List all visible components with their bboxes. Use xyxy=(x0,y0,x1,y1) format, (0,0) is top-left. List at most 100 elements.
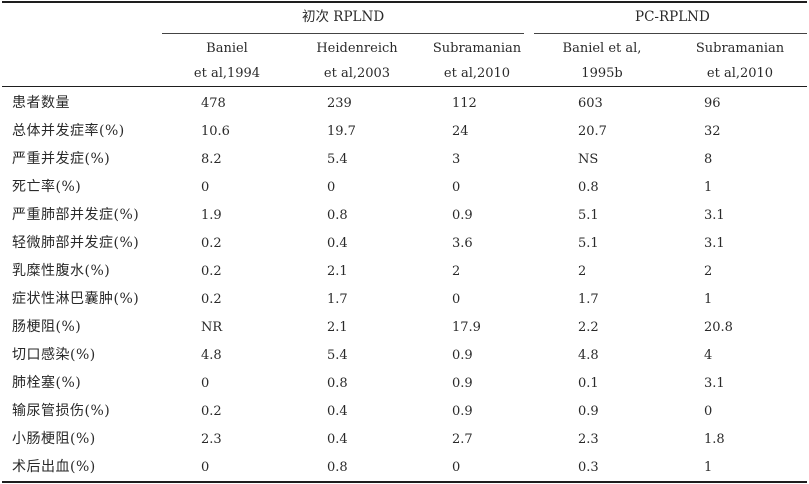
table-cell: 4 xyxy=(704,348,713,363)
table-cell: 0.1 xyxy=(578,376,599,391)
table-cell: 5.4 xyxy=(327,348,348,363)
table-cell: 0.2 xyxy=(201,236,222,251)
table-cell: 0 xyxy=(452,180,461,195)
row-label: 总体并发症率(%) xyxy=(12,123,125,139)
table-cell: 0.9 xyxy=(452,376,473,391)
table-cell: 1.8 xyxy=(704,432,725,447)
table-cell: 4.8 xyxy=(201,348,222,363)
row-label: 小肠梗阻(%) xyxy=(12,431,96,447)
row-label: 肠梗阻(%) xyxy=(12,319,82,335)
column-header-baniel-1994: Baniel et al,1994 xyxy=(172,36,282,86)
table-cell: 5.1 xyxy=(578,208,599,223)
table-cell: 3.1 xyxy=(704,376,725,391)
table-bottom-rule xyxy=(2,481,807,483)
table-cell: 10.6 xyxy=(201,124,230,139)
column-header-line2: et al,2010 xyxy=(706,66,774,81)
table-cell: 4.8 xyxy=(578,348,599,363)
row-label: 乳糜性腹水(%) xyxy=(12,263,111,279)
row-label: 严重并发症(%) xyxy=(12,151,111,167)
column-header-line1: Subramanian xyxy=(695,41,785,56)
table-cell: 0.2 xyxy=(201,292,222,307)
table-cell: NR xyxy=(201,320,223,335)
table-cell: 1.7 xyxy=(327,292,348,307)
table-cell: 112 xyxy=(452,96,477,111)
table-top-rule xyxy=(2,1,807,3)
table-cell: 1.9 xyxy=(201,208,222,223)
group-underline-primary xyxy=(162,33,524,34)
row-label: 肺栓塞(%) xyxy=(12,375,82,391)
table-cell: 3.1 xyxy=(704,236,725,251)
table-cell: 32 xyxy=(704,124,721,139)
column-header-subramanian-2010-pc: Subramanian et al,2010 xyxy=(685,36,795,86)
table-cell: 0.4 xyxy=(327,236,348,251)
table-cell: 2 xyxy=(578,264,587,279)
table-cell: 1 xyxy=(704,460,713,475)
row-label: 术后出血(%) xyxy=(12,459,96,475)
group-header-pc-rplnd: PC-RPLND xyxy=(635,9,710,25)
table-cell: 0.8 xyxy=(578,180,599,195)
column-header-line2: et al,1994 xyxy=(193,66,261,81)
table-cell: 0.9 xyxy=(578,404,599,419)
table-cell: 0.2 xyxy=(201,404,222,419)
table-cell: 0.9 xyxy=(452,208,473,223)
column-header-line2: 1995b xyxy=(581,66,623,81)
table-cell: 1.7 xyxy=(578,292,599,307)
group-header-primary-rplnd: 初次 RPLND xyxy=(302,9,385,25)
column-header-line1: Baniel et al, xyxy=(562,41,642,56)
row-label: 症状性淋巴囊肿(%) xyxy=(12,291,140,307)
table-cell: 24 xyxy=(452,124,469,139)
column-header-line2: et al,2003 xyxy=(323,66,391,81)
table-cell: 0.4 xyxy=(327,432,348,447)
column-header-baniel-1995b: Baniel et al, 1995b xyxy=(547,36,657,86)
table-cell: 96 xyxy=(704,96,721,111)
table-cell: 0.9 xyxy=(452,348,473,363)
table-cell: 1 xyxy=(704,180,713,195)
row-label: 切口感染(%) xyxy=(12,347,96,363)
table-cell: 0.3 xyxy=(578,460,599,475)
header-bottom-rule xyxy=(2,86,807,88)
table-cell: 0.8 xyxy=(327,208,348,223)
table-cell: 0 xyxy=(201,376,210,391)
table-cell: 8 xyxy=(704,152,713,167)
column-header-line2: et al,2010 xyxy=(443,66,511,81)
table-cell: 0 xyxy=(201,180,210,195)
row-label: 输尿管损伤(%) xyxy=(12,403,111,419)
row-label: 死亡率(%) xyxy=(12,179,82,195)
table-cell: 239 xyxy=(327,96,352,111)
table-cell: 3.6 xyxy=(452,236,473,251)
table-cell: 2.1 xyxy=(327,320,348,335)
table-cell: 0 xyxy=(201,460,210,475)
row-label: 轻微肺部并发症(%) xyxy=(12,235,140,251)
table-cell: 0 xyxy=(327,180,336,195)
table-cell: 0 xyxy=(704,404,713,419)
table-cell: 2.1 xyxy=(327,264,348,279)
table-cell: 0.4 xyxy=(327,404,348,419)
table-cell: 3 xyxy=(452,152,461,167)
table-cell: 5.1 xyxy=(578,236,599,251)
column-header-line1: Heidenreich xyxy=(316,41,398,56)
table-cell: 0.9 xyxy=(452,404,473,419)
row-label: 严重肺部并发症(%) xyxy=(12,207,140,223)
table-cell: 3.1 xyxy=(704,208,725,223)
table-cell: 19.7 xyxy=(327,124,356,139)
table-cell: 20.7 xyxy=(578,124,607,139)
table-cell: 5.4 xyxy=(327,152,348,167)
table-cell: 20.8 xyxy=(704,320,733,335)
table-cell: 2 xyxy=(704,264,713,279)
table-cell: 2 xyxy=(452,264,461,279)
column-header-line1: Subramanian xyxy=(432,41,522,56)
group-underline-pc xyxy=(534,33,807,34)
table-cell: 1 xyxy=(704,292,713,307)
table-cell: 2.3 xyxy=(578,432,599,447)
column-header-line1: Baniel xyxy=(206,41,248,56)
column-header-heidenreich-2003: Heidenreich et al,2003 xyxy=(292,36,422,86)
table-cell: 0 xyxy=(452,292,461,307)
table-cell: 0.8 xyxy=(327,460,348,475)
table-cell: 603 xyxy=(578,96,603,111)
table-cell: 478 xyxy=(201,96,226,111)
table-cell: 0 xyxy=(452,460,461,475)
column-header-subramanian-2010-primary: Subramanian et al,2010 xyxy=(422,36,532,86)
table-cell: NS xyxy=(578,152,599,167)
table-cell: 2.3 xyxy=(201,432,222,447)
